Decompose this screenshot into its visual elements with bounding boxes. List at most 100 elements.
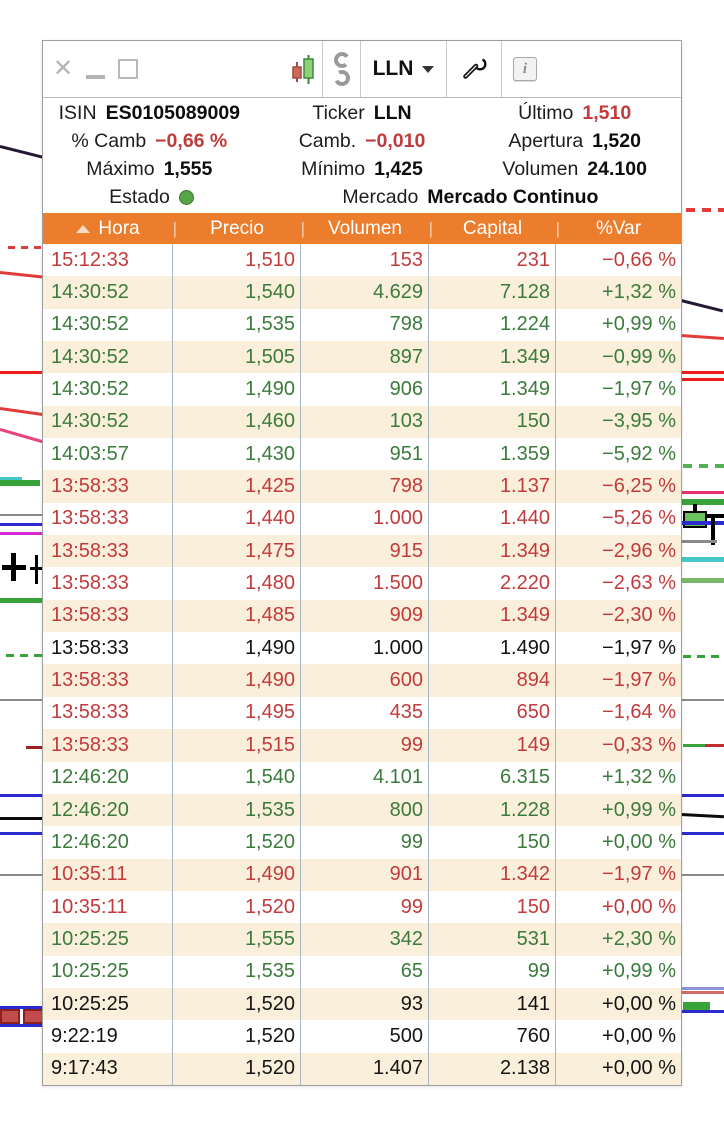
var-cell: −6,25 % [602, 475, 676, 498]
volume-cell: 798 [301, 308, 429, 342]
trade-row[interactable]: 14:30:52 1,460 103 150 −3,95 % [43, 405, 681, 439]
info-cell: Camb. −0,010 [256, 130, 469, 153]
time-cell: 14:30:52 [43, 308, 173, 342]
trade-row[interactable]: 12:46:20 1,520 99 150 +0,00 % [43, 826, 681, 859]
settings-button[interactable] [446, 41, 501, 97]
info-label: Estado [109, 185, 170, 208]
trade-row[interactable]: 10:25:25 1,520 93 141 +0,00 % [43, 987, 681, 1021]
background-chart-fragment [681, 578, 724, 583]
volume-cell: 65 [301, 955, 429, 988]
var-cell: −5,26 % [602, 507, 676, 530]
time-cell: 12:46:20 [43, 793, 173, 827]
capital-cell: 231 [429, 244, 556, 277]
var-cell: −5,92 % [602, 442, 676, 465]
var-cell: +0,99 % [602, 798, 676, 821]
capital-cell: 1.490 [429, 632, 556, 665]
table-body: 15:12:33 1,510 153 231 −0,66 % 14:30:52 1,540 4… [43, 244, 681, 1085]
trade-row[interactable]: 13:58:33 1,475 915 1.349 −2,96 % [43, 535, 681, 568]
background-chart-fragment [680, 299, 724, 313]
trade-row[interactable]: 10:25:25 1,535 65 99 +0,99 % [43, 955, 681, 988]
info-label: Apertura [508, 129, 584, 152]
trade-row[interactable]: 14:30:52 1,535 798 1.224 +0,99 % [43, 308, 681, 342]
trade-row[interactable]: 9:17:43 1,520 1.407 2.138 +0,00 % [43, 1052, 681, 1085]
var-cell: −2,63 % [602, 572, 676, 595]
background-chart-fragment [0, 371, 44, 374]
background-chart-fragment [680, 334, 724, 340]
info-label: Volumen [502, 157, 579, 180]
column-header-precio[interactable]: Precio | [173, 213, 305, 244]
info-button[interactable]: i [501, 41, 548, 97]
link-button[interactable] [322, 41, 360, 97]
trade-row[interactable]: 10:35:11 1,490 901 1.342 −1,97 % [43, 858, 681, 891]
trade-row[interactable]: 13:58:33 1,495 435 650 −1,64 % [43, 696, 681, 730]
maximize-icon[interactable] [118, 59, 139, 79]
trade-row[interactable]: 13:58:33 1,480 1.500 2.220 −2,63 % [43, 567, 681, 600]
trade-row[interactable]: 13:58:33 1,490 1.000 1.490 −1,97 % [43, 632, 681, 665]
column-header-hora[interactable]: Hora | [43, 213, 177, 244]
chart-type-button[interactable] [285, 41, 322, 97]
time-cell: 10:35:11 [43, 890, 173, 924]
var-cell: +2,30 % [602, 927, 676, 950]
price-cell: 1,505 [173, 341, 301, 374]
background-chart-fragment [0, 271, 44, 279]
time-cell: 14:30:52 [43, 341, 173, 374]
table-header: Hora | Precio | Volumen | Capital | %Var [43, 213, 681, 244]
volume-cell: 153 [301, 244, 429, 277]
info-cell: % Camb −0,66 % [43, 130, 256, 153]
price-cell: 1,535 [173, 308, 301, 342]
var-cell: +1,32 % [602, 766, 676, 789]
time-cell: 9:22:19 [43, 1020, 173, 1053]
var-cell: −2,96 % [602, 539, 676, 562]
volume-cell: 99 [301, 890, 429, 924]
trade-row[interactable]: 13:58:33 1,485 909 1.349 −2,30 % [43, 599, 681, 633]
trade-row[interactable]: 12:46:20 1,535 800 1.228 +0,99 % [43, 793, 681, 827]
var-cell: +0,00 % [602, 992, 676, 1015]
background-chart-fragment [681, 832, 724, 835]
trade-row[interactable]: 14:30:52 1,540 4.629 7.128 +1,32 % [43, 276, 681, 309]
info-value: Mercado Continuo [427, 185, 599, 208]
capital-cell: 894 [429, 664, 556, 697]
chevron-down-icon [422, 65, 435, 73]
background-chart-fragment [681, 874, 724, 876]
volume-cell: 951 [301, 438, 429, 471]
column-label: Capital [462, 217, 523, 239]
trade-row[interactable]: 14:30:52 1,490 906 1.349 −1,97 % [43, 373, 681, 406]
volume-cell: 435 [301, 696, 429, 730]
ticker-dropdown[interactable]: LLN [360, 41, 446, 97]
column-header-var[interactable]: %Var [556, 213, 681, 244]
trade-row[interactable]: 13:58:33 1,425 798 1.137 −6,25 % [43, 470, 681, 503]
info-cell: Máximo 1,555 [43, 158, 256, 181]
trade-row[interactable]: 13:58:33 1,440 1.000 1.440 −5,26 % [43, 502, 681, 536]
info-cell: ISIN ES0105089009 [43, 102, 256, 125]
time-cell: 14:30:52 [43, 405, 173, 439]
trade-row[interactable]: 9:22:19 1,520 500 760 +0,00 % [43, 1020, 681, 1053]
volume-cell: 342 [301, 923, 429, 956]
background-chart-fragment [0, 145, 44, 159]
var-cell: −0,99 % [602, 345, 676, 368]
trade-row[interactable]: 10:35:11 1,520 99 150 +0,00 % [43, 890, 681, 924]
column-label: %Var [595, 217, 642, 239]
volume-cell: 99 [301, 826, 429, 859]
trade-row[interactable]: 15:12:33 1,510 153 231 −0,66 % [43, 244, 681, 277]
close-icon[interactable]: ✕ [53, 55, 74, 82]
trade-row[interactable]: 13:58:33 1,515 99 149 −0,33 % [43, 729, 681, 762]
minimize-icon[interactable] [86, 75, 106, 79]
trade-row[interactable]: 13:58:33 1,490 600 894 −1,97 % [43, 664, 681, 697]
background-chart-fragment [0, 480, 40, 486]
column-header-volumen[interactable]: Volumen | [301, 213, 433, 244]
capital-cell: 1.359 [429, 438, 556, 471]
background-chart-fragment [693, 504, 697, 512]
trade-row[interactable]: 10:25:25 1,555 342 531 +2,30 % [43, 923, 681, 956]
time-cell: 10:25:25 [43, 987, 173, 1021]
var-cell: +0,00 % [602, 1057, 676, 1080]
volume-cell: 897 [301, 341, 429, 374]
capital-cell: 150 [429, 405, 556, 439]
background-chart-fragment [0, 794, 44, 797]
column-header-capital[interactable]: Capital | [429, 213, 560, 244]
trade-row[interactable]: 14:30:52 1,505 897 1.349 −0,99 % [43, 341, 681, 374]
trade-row[interactable]: 14:03:57 1,430 951 1.359 −5,92 % [43, 438, 681, 471]
price-cell: 1,430 [173, 438, 301, 471]
background-chart-fragment [707, 514, 724, 518]
background-chart-fragment [6, 654, 44, 657]
trade-row[interactable]: 12:46:20 1,540 4.101 6.315 +1,32 % [43, 761, 681, 794]
